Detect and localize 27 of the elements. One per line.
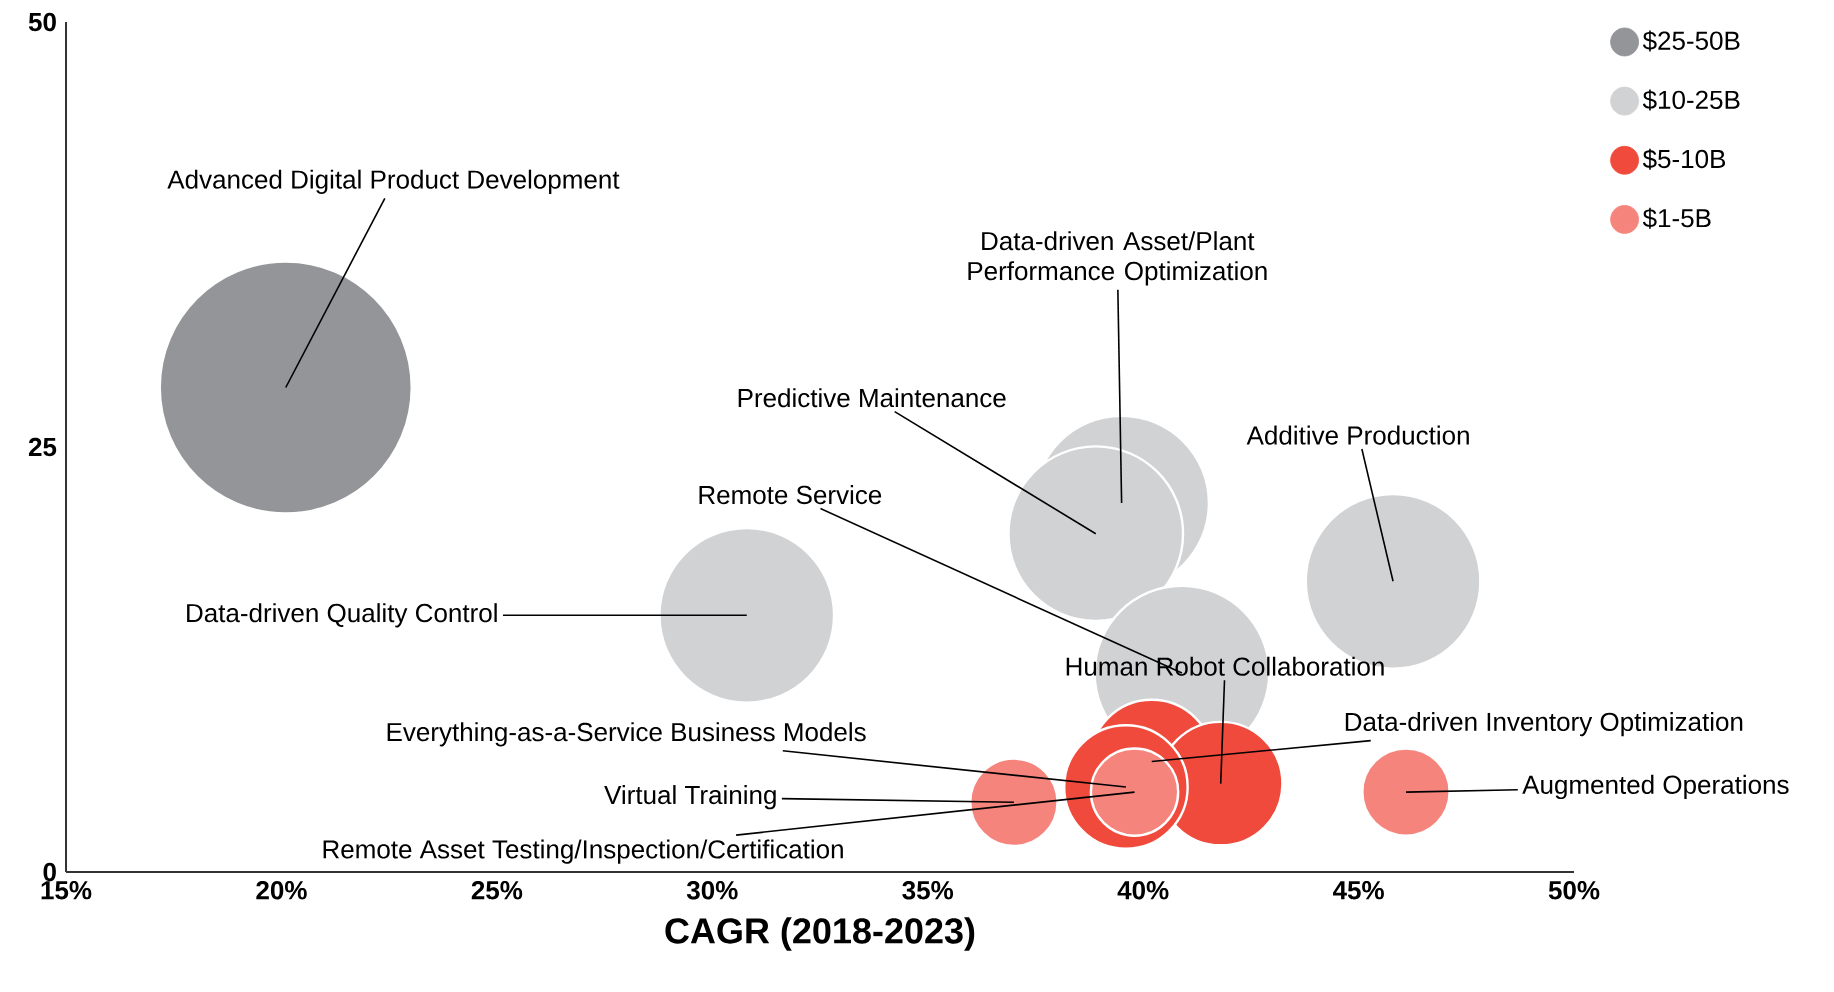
x-tick-label: 25% <box>471 881 523 900</box>
x-tick-label: 50% <box>1548 881 1600 900</box>
annotation: Data-driven Asset/Plant Performance Optimization <box>968 231 1267 286</box>
annotation: Advanced Digital Product Development <box>167 169 620 194</box>
legend-label: $5-10B <box>1642 148 1726 170</box>
annotation: Remote Service <box>699 485 882 505</box>
legend-label: $25-50B <box>1642 30 1740 52</box>
y-tick-label: 0 <box>43 862 56 882</box>
x-tick-label: 30% <box>686 881 738 900</box>
x-tick-label: 15% <box>41 881 92 900</box>
x-axis-title: CAGR (2018-2023) <box>665 917 975 951</box>
legend-label: $10-25B <box>1642 89 1740 111</box>
annotation: Everything-as-a-Service Business Models <box>387 722 866 747</box>
annotation: Predictive Maintenance <box>738 388 1006 408</box>
annotation: Remote Asset Testing/Inspection/Certification <box>323 839 843 864</box>
x-tick-label: 40% <box>1117 881 1169 900</box>
annotation: Augmented Operations <box>1522 774 1789 800</box>
annotation: Virtual Training <box>604 785 776 810</box>
annotation: Data-driven Inventory Optimization <box>1345 711 1743 737</box>
annotation: Data-driven Quality Control <box>187 603 497 628</box>
x-tick-label: 35% <box>902 881 954 900</box>
y-tick-label: 50 <box>28 12 56 32</box>
y-tick-label: 25 <box>28 437 57 457</box>
legend-label: $1-5B <box>1642 207 1711 229</box>
x-tick-label: 20% <box>256 881 307 900</box>
annotation: Additive Production <box>1246 425 1469 445</box>
x-tick-label: 45% <box>1332 881 1384 900</box>
